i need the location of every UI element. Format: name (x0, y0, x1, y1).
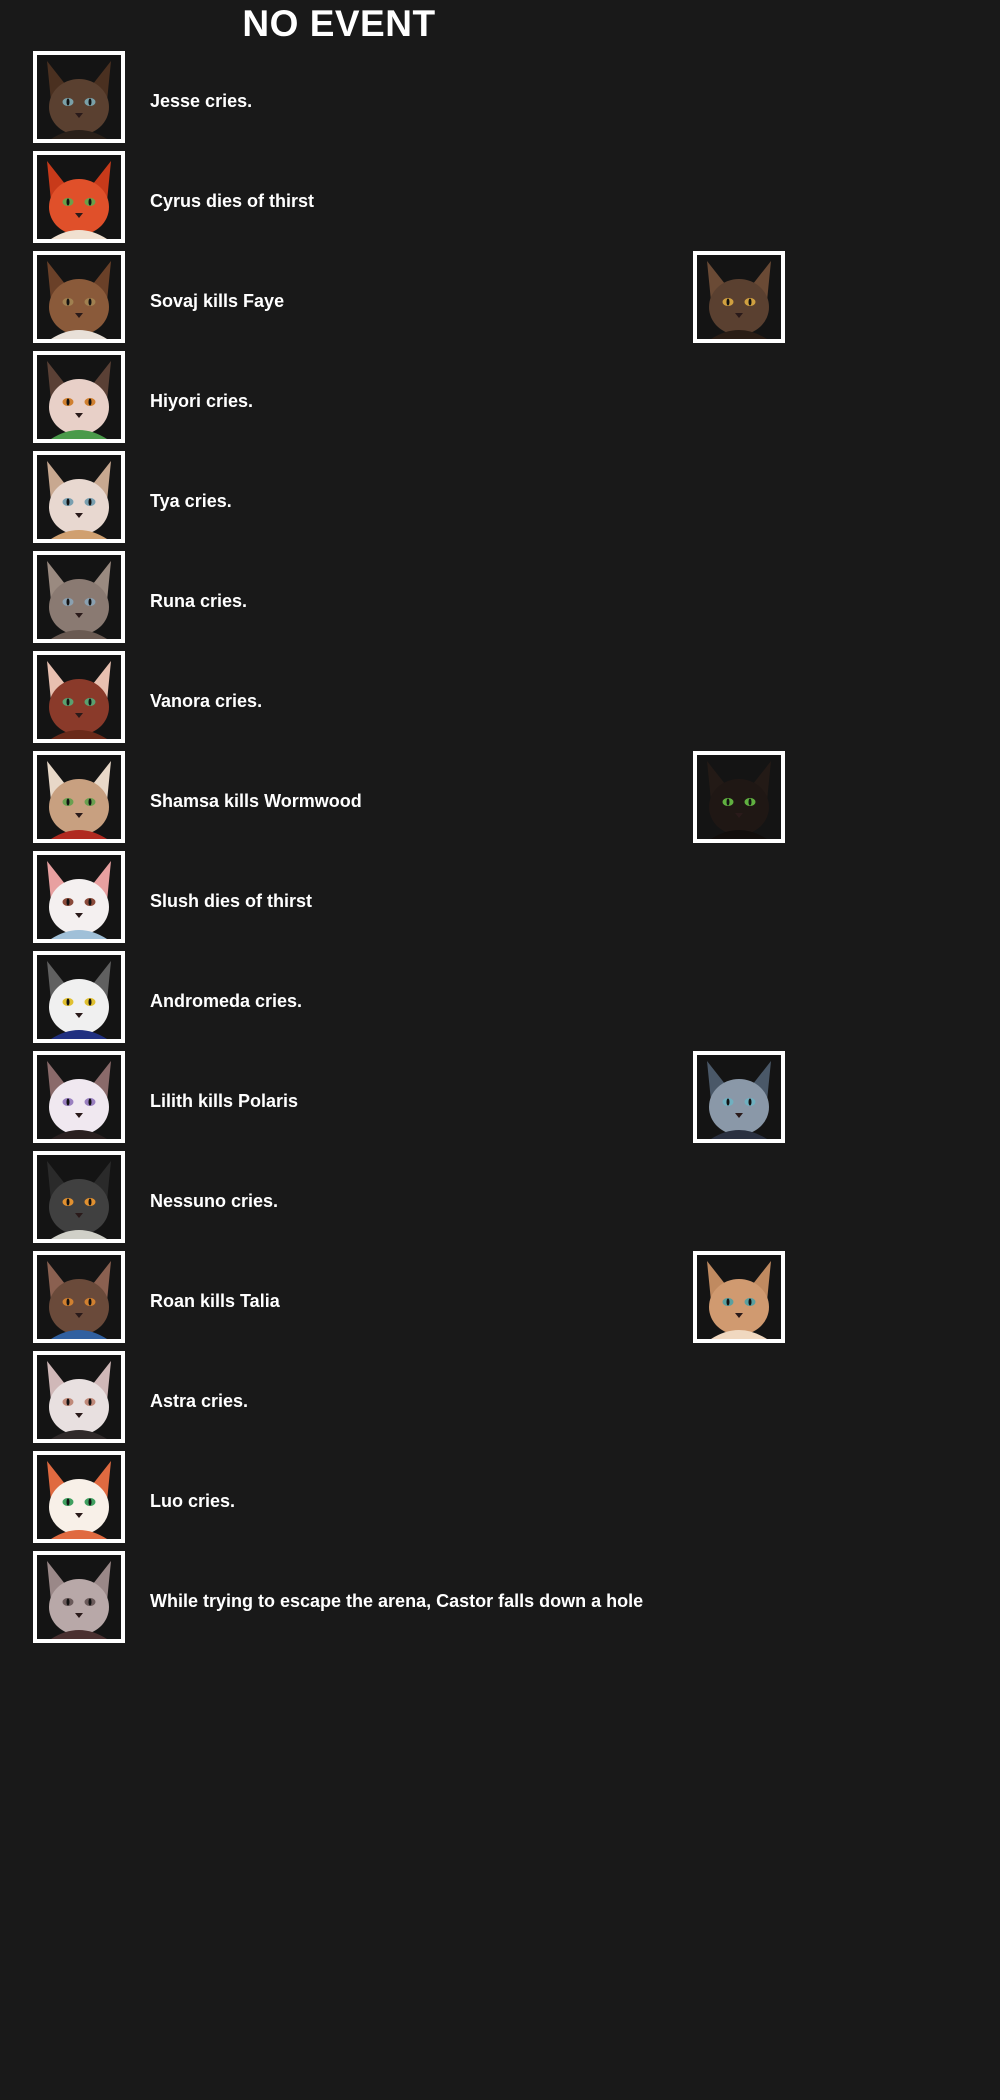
page-title: NO EVENT (242, 3, 436, 44)
cat-portrait-luo (33, 1451, 125, 1543)
event-row: Vanora cries. (0, 651, 1000, 751)
event-row: Runa cries. (0, 551, 1000, 651)
cat-portrait-tya (33, 451, 125, 543)
event-row: Jesse cries. (0, 51, 1000, 151)
event-row: Lilith kills Polaris (0, 1051, 1000, 1151)
event-text: Vanora cries. (150, 691, 263, 711)
event-row: Shamsa kills Wormwood (0, 751, 1000, 851)
cat-portrait-hiyori (33, 351, 125, 443)
event-text: Nessuno cries. (150, 1191, 279, 1211)
event-text: Andromeda cries. (150, 991, 303, 1011)
cat-portrait-shamsa (33, 751, 125, 843)
event-row: Hiyori cries. (0, 351, 1000, 451)
event-row: While trying to escape the arena, Castor… (0, 1551, 1000, 1651)
cat-portrait-roan (33, 1251, 125, 1343)
cat-portrait-runa (33, 551, 125, 643)
event-row: Sovaj kills Faye (0, 251, 1000, 351)
event-row: Slush dies of thirst (0, 851, 1000, 951)
cat-portrait-wormwood (693, 751, 785, 843)
event-text: Lilith kills Polaris (150, 1091, 299, 1111)
event-text: Luo cries. (150, 1491, 236, 1511)
event-row: Luo cries. (0, 1451, 1000, 1551)
cat-portrait-astra (33, 1351, 125, 1443)
cat-portrait-sovaj (33, 251, 125, 343)
event-text: Hiyori cries. (150, 391, 254, 411)
event-row: Astra cries. (0, 1351, 1000, 1451)
event-row: Nessuno cries. (0, 1151, 1000, 1251)
cat-portrait-jesse (33, 51, 125, 143)
event-text: Jesse cries. (150, 91, 253, 111)
event-text: Sovaj kills Faye (150, 291, 285, 311)
cat-portrait-faye (693, 251, 785, 343)
event-text: Tya cries. (150, 491, 232, 511)
event-text: Cyrus dies of thirst (150, 191, 315, 211)
cat-portrait-nessuno (33, 1151, 125, 1243)
cat-portrait-vanora (33, 651, 125, 743)
event-text: Runa cries. (150, 591, 248, 611)
cat-portrait-polaris (693, 1051, 785, 1143)
event-row: Andromeda cries. (0, 951, 1000, 1051)
cat-portrait-lilith (33, 1051, 125, 1143)
cat-portrait-slush (33, 851, 125, 943)
event-row: Tya cries. (0, 451, 1000, 551)
event-text: Roan kills Talia (150, 1291, 280, 1311)
event-text: While trying to escape the arena, Castor… (150, 1591, 644, 1611)
event-text: Shamsa kills Wormwood (150, 791, 362, 811)
cat-portrait-andromeda (33, 951, 125, 1043)
event-row: Cyrus dies of thirst (0, 151, 1000, 251)
cat-portrait-talia (693, 1251, 785, 1343)
event-row: Roan kills Talia (0, 1251, 1000, 1351)
cat-portrait-cyrus (33, 151, 125, 243)
cat-portrait-castor (33, 1551, 125, 1643)
event-text: Slush dies of thirst (150, 891, 313, 911)
event-text: Astra cries. (150, 1391, 249, 1411)
